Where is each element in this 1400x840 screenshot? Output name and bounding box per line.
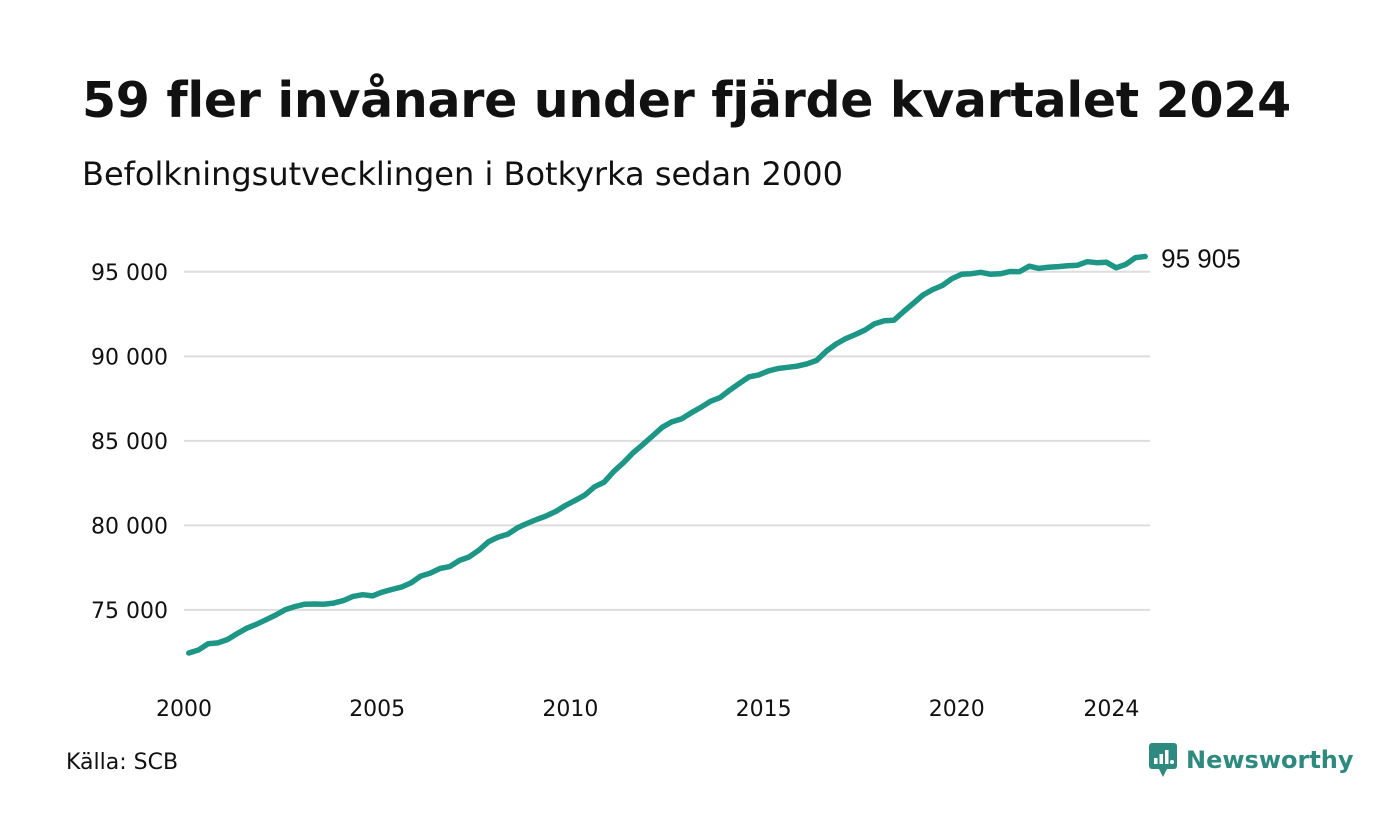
y-tick-label: 80 000 [91, 514, 168, 539]
gridlines [184, 270, 1150, 611]
x-tick-label: 2015 [736, 697, 792, 722]
y-axis-tick-labels: 75 000 80 000 85 000 90 000 95 000 [91, 261, 168, 624]
x-tick-label: 2024 [1083, 697, 1139, 722]
x-tick-label: 2005 [349, 697, 405, 722]
chart-subtitle: Befolkningsutvecklingen i Botkyrka sedan… [82, 155, 843, 193]
series-layer [186, 253, 1148, 656]
brand-name: Newsworthy [1186, 746, 1354, 774]
y-tick-label: 75 000 [91, 599, 168, 624]
y-tick-label: 85 000 [91, 430, 168, 455]
x-tick-label: 2000 [156, 697, 212, 722]
y-tick-label: 95 000 [91, 261, 168, 286]
y-tick-label: 90 000 [91, 345, 168, 370]
chart-title: 59 fler invånare under fjärde kvartalet … [82, 72, 1291, 129]
last-value-label: 95 905 [1161, 244, 1241, 274]
population-series-line [186, 253, 1148, 656]
x-tick-label: 2020 [929, 697, 985, 722]
newsworthy-brand: Newsworthy [1148, 742, 1354, 778]
x-tick-label: 2010 [542, 697, 598, 722]
source-note: Källa: SCB [66, 750, 179, 775]
newsworthy-logo-icon [1149, 743, 1177, 777]
x-axis-tick-labels: 2000 2005 2010 2015 2020 2024 [156, 697, 1139, 722]
